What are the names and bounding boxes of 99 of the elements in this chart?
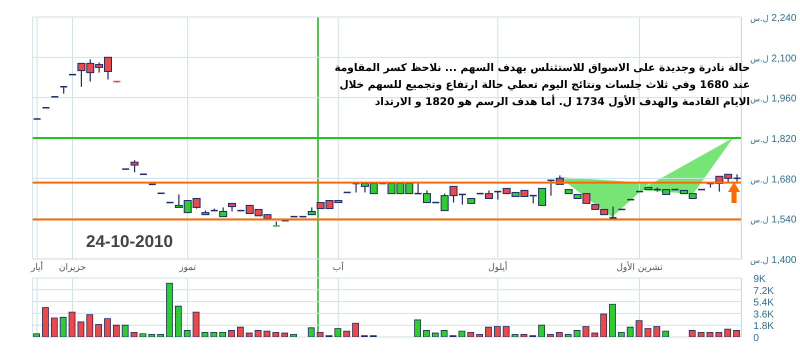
bar <box>334 328 342 337</box>
bar <box>202 332 208 337</box>
bar <box>42 307 49 337</box>
annotation: حالة نادرة وجديدة على الاسواق للاستثنلس بهدف السهم ... نلاحظ كسر المقاومة عند 1680 وفي ثلاث جلسات ونتائج اليوم تعطي حالة ارتفاع وتجميع للسهم خلال الايام القادمة والهدف الأول 1734 ل. أما هدف الرسم هو 1820 و الارتداد <box>333 61 750 110</box>
bar <box>547 334 554 337</box>
bar <box>423 330 430 337</box>
bar <box>290 334 297 337</box>
bar <box>662 330 670 337</box>
bar <box>440 330 448 337</box>
text: ل.س <box>750 135 768 144</box>
bar <box>458 330 466 337</box>
bar <box>281 332 288 337</box>
x-tick-label: تموز <box>178 263 196 273</box>
bar <box>626 326 634 337</box>
bar <box>574 330 580 337</box>
bar <box>86 314 94 337</box>
text: ل.س <box>750 175 768 184</box>
y-tick-label: 1,400 <box>771 255 797 266</box>
bar <box>68 312 76 337</box>
y-tick-label: 1.8K <box>753 321 774 332</box>
bar <box>698 332 704 337</box>
bar <box>600 314 608 337</box>
y-tick-label: 3.6K <box>753 309 774 320</box>
bar <box>60 316 67 337</box>
bar <box>538 324 546 337</box>
bar <box>122 324 129 337</box>
bar <box>644 328 652 337</box>
candlestick <box>130 160 139 173</box>
bar <box>33 333 40 337</box>
bar <box>733 330 740 337</box>
x-tick-label: أيار <box>30 261 44 273</box>
x-tick-label: آب <box>332 261 344 273</box>
bar <box>184 330 191 337</box>
bar <box>254 330 262 337</box>
y-tick-label: 9K <box>753 274 766 285</box>
x-tick-label: تشرين الأول <box>616 261 664 273</box>
y-tick-label: 1,820 <box>771 134 797 145</box>
bar <box>78 322 84 337</box>
bar <box>236 326 244 337</box>
bar <box>715 332 722 337</box>
bar <box>140 333 146 337</box>
bar <box>706 332 714 337</box>
bar <box>192 312 200 337</box>
y-tick-label: 5.4K <box>753 298 774 309</box>
bar <box>157 334 164 337</box>
bar <box>264 330 270 337</box>
bar <box>636 320 642 337</box>
bar <box>228 330 235 337</box>
bar <box>591 332 598 337</box>
bar <box>564 334 572 337</box>
bar <box>219 332 226 337</box>
bar <box>512 334 518 337</box>
y-tick-label: 7.2K <box>753 286 774 297</box>
bar <box>502 326 510 337</box>
bar <box>582 326 590 337</box>
bar <box>50 318 58 337</box>
bar <box>148 334 156 337</box>
bar <box>618 332 625 337</box>
y-tick-label: 2,100 <box>771 53 797 64</box>
bar <box>272 332 280 337</box>
text: ل.س <box>750 216 768 225</box>
y-tick-label: 0 <box>753 333 760 344</box>
text: ل.س <box>750 14 768 23</box>
bar <box>485 326 492 337</box>
bar <box>130 332 138 337</box>
bar <box>104 318 111 337</box>
bar <box>316 332 324 337</box>
bar <box>246 332 253 337</box>
bar <box>653 326 660 337</box>
y-axis-title: ل.س <box>750 256 769 265</box>
bar <box>308 327 315 337</box>
bar <box>609 304 616 337</box>
bar <box>343 330 350 337</box>
bar <box>95 324 102 337</box>
text: ل.س <box>750 94 768 104</box>
text: ل.س <box>750 54 768 64</box>
bar <box>467 332 474 337</box>
annotation: 24-10-2010 <box>86 232 173 252</box>
bar <box>432 332 439 337</box>
bar <box>414 320 421 337</box>
bar <box>112 324 120 337</box>
x-tick-label: حزيران <box>58 263 86 273</box>
bar <box>724 328 732 337</box>
bar <box>520 334 528 337</box>
y-tick-label: 1,680 <box>771 174 797 186</box>
bar <box>688 330 696 337</box>
bar <box>476 334 483 337</box>
bar <box>352 322 359 337</box>
bar <box>494 326 501 337</box>
candlestick <box>610 206 616 219</box>
bar <box>166 282 173 337</box>
candlestick <box>60 86 68 94</box>
bar <box>556 332 563 337</box>
y-tick-label: 2,240 <box>771 13 797 24</box>
bar <box>210 332 218 337</box>
y-tick-label: 1,960 <box>771 94 797 105</box>
y-tick-label: 1,540 <box>771 214 797 226</box>
x-tick-label: أيلول <box>488 261 508 273</box>
bar <box>174 306 182 337</box>
